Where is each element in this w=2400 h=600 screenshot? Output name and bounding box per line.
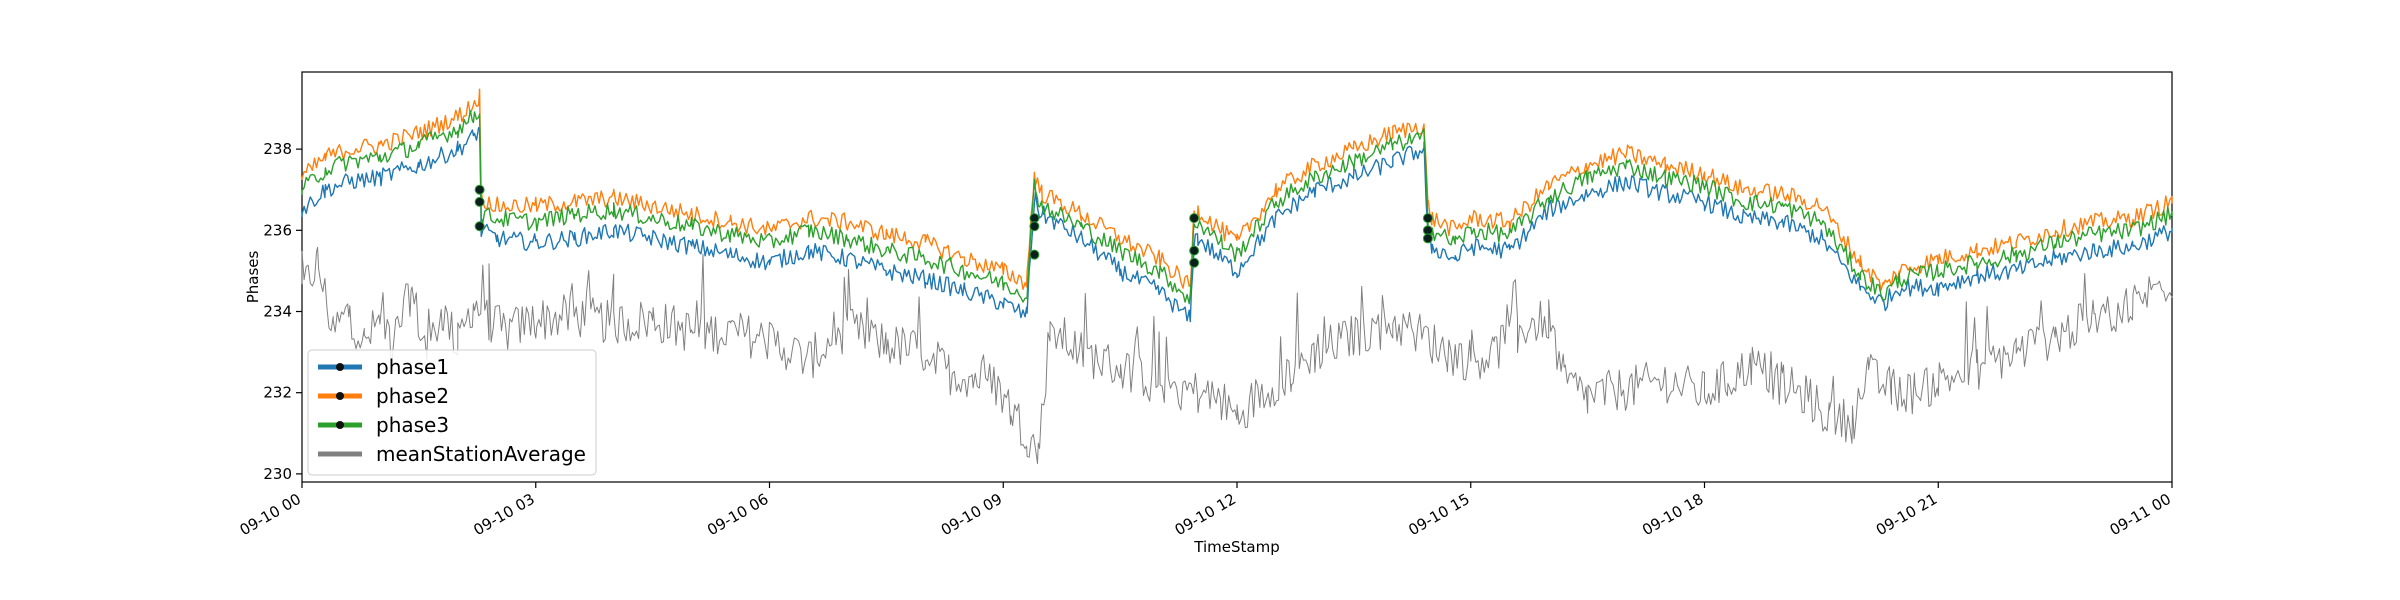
y-tick-label: 230 — [263, 465, 292, 483]
y-tick-label: 236 — [263, 221, 292, 239]
series-line-phase3 — [301, 110, 2173, 305]
legend-label-phase2: phase2 — [376, 384, 449, 408]
event-marker-7 — [1189, 245, 1200, 256]
legend-label-phase3: phase3 — [376, 413, 449, 437]
x-tick-label: 09-10 03 — [470, 490, 537, 539]
y-tick-label: 234 — [263, 303, 292, 321]
x-tick-label: 09-10 18 — [1639, 490, 1706, 539]
marker-layer — [474, 184, 1433, 268]
x-tick-label: 09-10 00 — [237, 490, 304, 539]
series-line-phase2 — [301, 88, 2173, 291]
event-marker-8 — [1189, 257, 1200, 268]
legend-label-meanStationAverage: meanStationAverage — [376, 442, 586, 466]
event-marker-2 — [474, 221, 485, 232]
x-tick-label: 09-10 06 — [704, 490, 771, 539]
event-marker-1 — [474, 196, 485, 207]
x-tick-label: 09-10 21 — [1873, 490, 1940, 539]
y-axis-title: Phases — [244, 251, 262, 304]
series-line-meanStationAverage — [301, 246, 2173, 464]
event-marker-9 — [1422, 213, 1433, 224]
plot-area — [301, 71, 2173, 483]
series-layer — [301, 88, 2173, 464]
x-tick-label: 09-11 00 — [2107, 490, 2174, 539]
legend-marker-phase2 — [336, 392, 344, 400]
x-axis: 09-10 00 09-10 03 09-10 06 09-10 09 09-10 12… — [237, 482, 2174, 539]
event-marker-4 — [1029, 221, 1040, 232]
event-marker-11 — [1422, 233, 1433, 244]
event-marker-6 — [1189, 213, 1200, 224]
legend-marker-phase1 — [336, 363, 344, 371]
event-marker-5 — [1029, 249, 1040, 260]
legend-frame — [307, 349, 597, 476]
x-tick-label: 09-10 12 — [1172, 490, 1239, 539]
legend: phase1 phase2 phase3 meanStationAverage — [307, 349, 597, 476]
x-tick-label: 09-10 09 — [938, 490, 1005, 539]
series-line-phase1 — [301, 127, 2173, 323]
event-marker-0 — [474, 184, 485, 195]
y-tick-label: 238 — [263, 140, 292, 158]
x-tick-label: 09-10 15 — [1405, 490, 1472, 539]
y-axis: 230 232 234 236 238 — [263, 140, 302, 483]
y-tick-label: 232 — [263, 384, 292, 402]
x-axis-title: TimeStamp — [1193, 538, 1279, 556]
legend-label-phase1: phase1 — [376, 355, 449, 379]
legend-marker-phase3 — [336, 421, 344, 429]
